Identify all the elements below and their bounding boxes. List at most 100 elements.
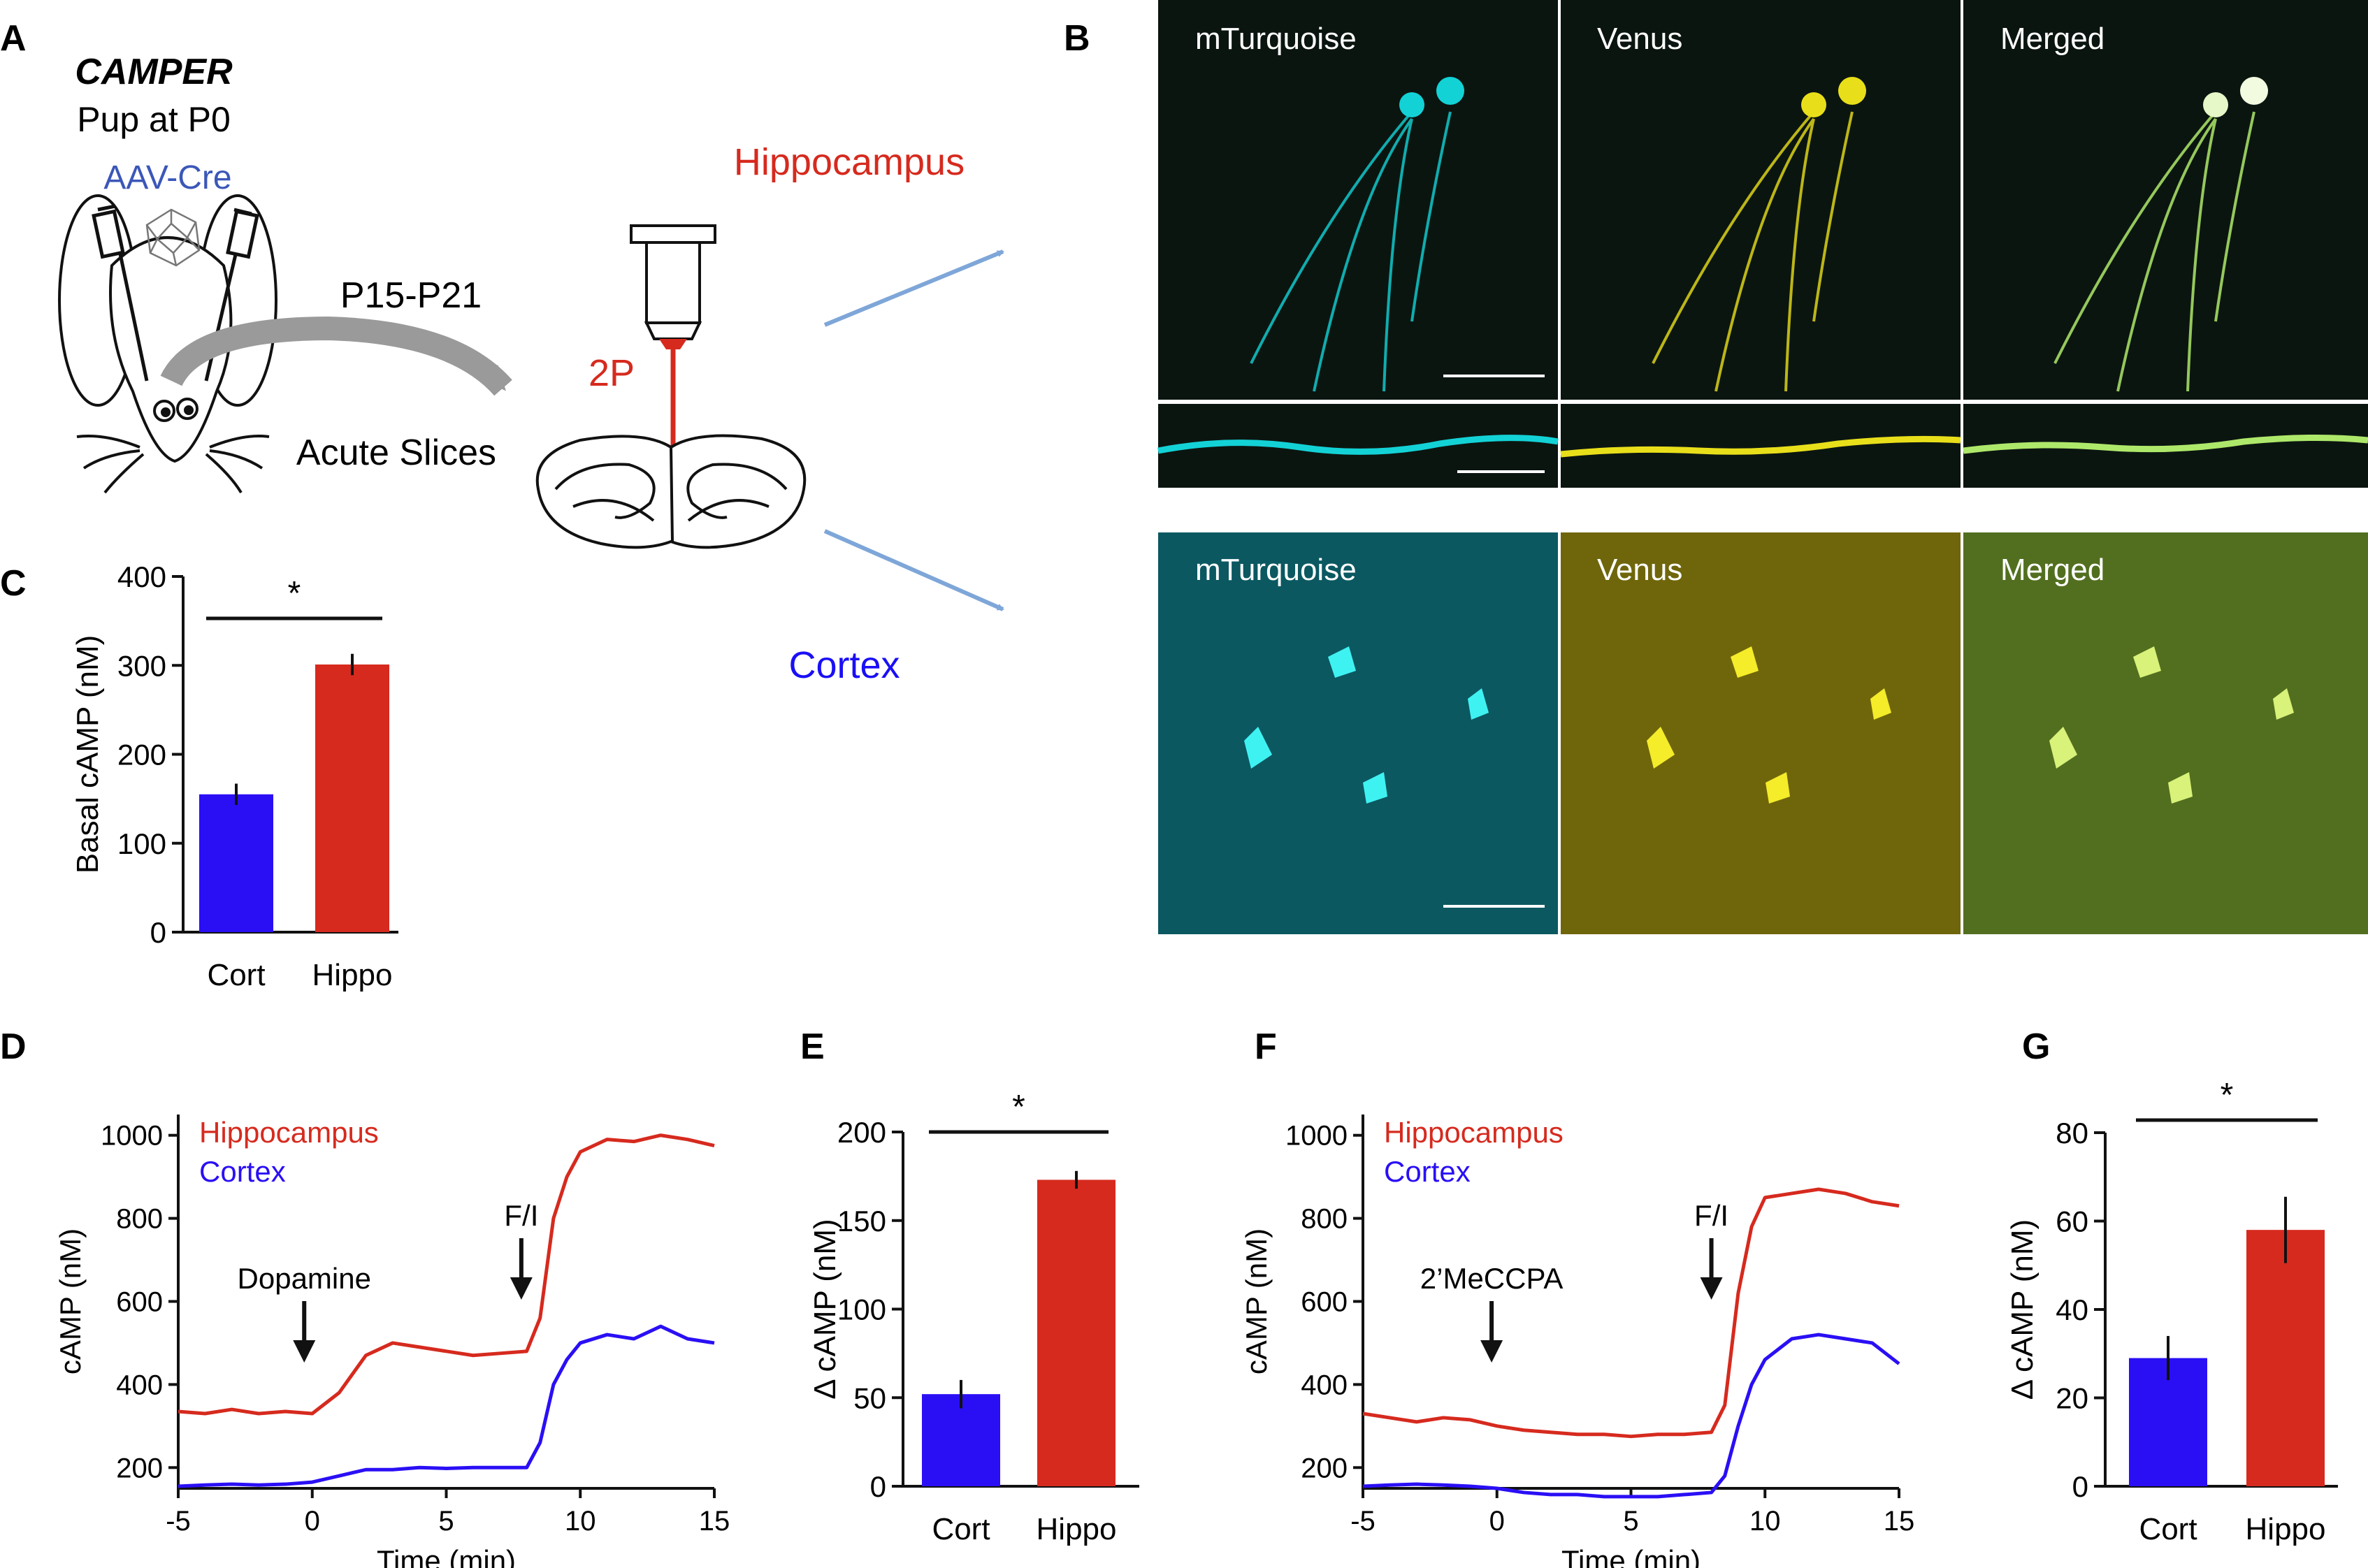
panel-letter-a: A (0, 18, 27, 59)
panel-letter-c: C (0, 563, 27, 604)
age-arrow (160, 316, 512, 396)
hippo-venus-image: Venus (1561, 0, 1961, 400)
mouse-pup-drawing (58, 194, 277, 494)
y-tick-label: 100 (837, 1293, 886, 1326)
chart-c-basal-camp: 0 100 200 300 400 Basal cAMP (nM) Cort Hippo * (71, 560, 398, 992)
x-tick-label: 15 (1884, 1506, 1915, 1537)
pup-label: Pup at P0 (77, 100, 231, 139)
y-tick-label: 800 (116, 1204, 163, 1235)
bar-cort (922, 1394, 1000, 1486)
annotation-label: Dopamine (238, 1262, 371, 1295)
y-tick-label: 0 (150, 916, 166, 949)
significance-marker: * (1012, 1089, 1025, 1126)
y-tick-label: 0 (870, 1470, 886, 1503)
cortex-mturquoise-label: mTurquoise (1195, 553, 1357, 587)
x-tick-label: -5 (166, 1506, 191, 1537)
y-axis-label: cAMP (nM) (1240, 1228, 1273, 1374)
hippo-merged-label: Merged (2000, 22, 2105, 56)
y-tick-label: 200 (116, 1453, 163, 1483)
y-tick-label: 600 (1301, 1287, 1348, 1318)
bar-cort (199, 794, 273, 932)
cortex-merged-label: Merged (2000, 553, 2105, 587)
series-line-hippocampus (178, 1133, 715, 1416)
category-label: Cort (932, 1512, 990, 1546)
objective-tip (659, 339, 687, 349)
panel-letter-g: G (2022, 1026, 2050, 1067)
legend-hippocampus: Hippocampus (199, 1116, 379, 1149)
series-line-hippocampus (1362, 1187, 1900, 1439)
arrow-to-cortex-images (823, 529, 1004, 611)
y-tick-label: 200 (117, 739, 166, 771)
cortex-venus-label: Venus (1597, 553, 1682, 587)
category-label: Hippo (312, 958, 393, 992)
brain-slice-drawing (535, 434, 807, 549)
annotation-arrow-head (1700, 1277, 1723, 1300)
y-tick-label: 100 (117, 827, 166, 860)
panel-letter-b: B (1064, 18, 1090, 59)
cortex-label: Cortex (788, 644, 900, 686)
cortex-merged-image: Merged (1963, 532, 2368, 934)
series-line-cortex (1362, 1333, 1900, 1499)
hippocampus-label: Hippocampus (734, 141, 965, 183)
cortex-venus-image: Venus (1561, 532, 1961, 934)
category-label: Cort (207, 958, 265, 992)
x-tick-label: 0 (1489, 1506, 1505, 1537)
x-tick-label: 5 (438, 1506, 454, 1537)
category-label: Cort (2139, 1512, 2197, 1546)
y-tick-label: 300 (117, 649, 166, 682)
significance-marker: * (2221, 1077, 2234, 1114)
panel-b-images: mTurquoise Venus Merged (1157, 0, 2368, 934)
y-tick-label: 800 (1301, 1204, 1348, 1235)
y-tick-label: 200 (1301, 1453, 1348, 1483)
y-tick-label: 1000 (1285, 1121, 1348, 1152)
x-axis-label: Time (min) (377, 1544, 516, 1568)
y-tick-label: 200 (837, 1116, 886, 1149)
y-axis-label: Basal cAMP (nM) (71, 635, 105, 874)
legend-cortex: Cortex (1384, 1155, 1471, 1188)
x-tick-label: 10 (565, 1506, 596, 1537)
panel-letter-f: F (1255, 1026, 1277, 1067)
x-axis-label: Time (min) (1561, 1544, 1701, 1568)
injection-syringes (92, 204, 259, 382)
annotation-arrow-head (510, 1277, 533, 1300)
y-tick-label: 20 (2056, 1382, 2088, 1415)
slices-label: Acute Slices (296, 433, 496, 473)
x-tick-label: 0 (305, 1506, 320, 1537)
legend-hippocampus: Hippocampus (1384, 1116, 1564, 1149)
x-tick-label: 5 (1623, 1506, 1638, 1537)
hippo-merged-image: Merged (1963, 0, 2368, 400)
bar-hippo (2246, 1230, 2325, 1486)
y-tick-label: 600 (116, 1287, 163, 1318)
category-label: Hippo (2246, 1512, 2326, 1546)
y-axis-label: cAMP (nM) (54, 1228, 87, 1374)
y-tick-label: 40 (2056, 1293, 2088, 1326)
y-tick-label: 60 (2056, 1205, 2088, 1238)
series-line-cortex (178, 1324, 715, 1488)
y-tick-label: 150 (837, 1205, 886, 1237)
annotation-arrow-head (293, 1340, 316, 1363)
y-tick-label: 400 (116, 1370, 163, 1400)
camper-label: CAMPER (75, 52, 233, 92)
y-tick-label: 400 (1301, 1370, 1348, 1400)
aav-virus-icon (145, 208, 201, 267)
category-label: Hippo (1037, 1512, 1117, 1546)
x-tick-label: 15 (699, 1506, 730, 1537)
hippo-mturquoise-label: mTurquoise (1195, 22, 1357, 56)
chart-f-meccpa-trace: 200 400 600 800 1000 -5 0 5 10 15 cAMP (nM) Time (m… (1240, 1115, 1914, 1568)
two-photon-label: 2P (589, 352, 635, 394)
microscope-objective (630, 224, 716, 340)
significance-marker: * (288, 575, 301, 612)
x-tick-label: 10 (1749, 1506, 1781, 1537)
bar-hippo (315, 664, 389, 932)
cortex-mturquoise-image: mTurquoise (1158, 532, 1558, 934)
panel-letter-d: D (0, 1026, 27, 1067)
chart-d-dopamine-trace: 200 400 600 800 1000 -5 0 5 10 15 cAMP (nM) Time (m… (54, 1115, 730, 1568)
hippo-mturquoise-image: mTurquoise (1158, 0, 1558, 400)
x-tick-label: -5 (1350, 1506, 1376, 1537)
dendrite-strips (1157, 404, 2368, 488)
y-tick-label: 50 (853, 1381, 886, 1414)
annotation-label: F/I (1694, 1199, 1728, 1232)
annotation-label: 2’MeCCPA (1420, 1262, 1564, 1295)
arrow-to-hippocampus-images (823, 249, 1004, 327)
